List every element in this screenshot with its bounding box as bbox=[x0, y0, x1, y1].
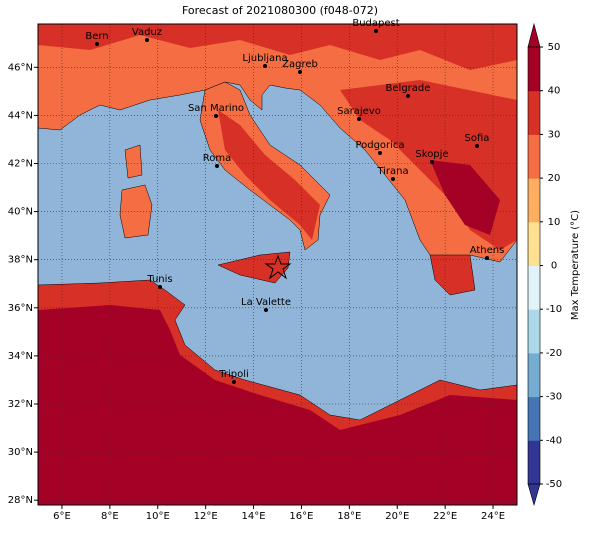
peloponnese bbox=[429, 254, 476, 296]
colorbar: -50 -40 -30 -20 -10 0 10 20 30 40 50 bbox=[527, 22, 562, 507]
x-tick-label: 18°E bbox=[337, 511, 361, 522]
colorbar-tick-label: 20 bbox=[548, 173, 561, 184]
colorbar-tick-label: 0 bbox=[551, 261, 557, 272]
city-label: Zagreb bbox=[282, 59, 318, 70]
x-tick-label: 14°E bbox=[242, 511, 266, 522]
city-dot bbox=[406, 94, 410, 98]
colorbar-extend-top bbox=[527, 22, 541, 48]
city-dot bbox=[374, 29, 378, 33]
city-label: Sarajevo bbox=[337, 106, 381, 117]
city-dot bbox=[298, 70, 302, 74]
y-tick-label: 38°N bbox=[8, 255, 33, 266]
y-tick-label: 44°N bbox=[8, 110, 33, 121]
colorbar-tick-label: 30 bbox=[548, 129, 561, 140]
y-tick-label: 46°N bbox=[8, 62, 33, 73]
colorbar-band bbox=[528, 309, 540, 354]
city-dot bbox=[95, 42, 99, 46]
x-tick-label: 12°E bbox=[194, 511, 218, 522]
city-label: Tripoli bbox=[218, 369, 249, 380]
x-tick-label: 20°E bbox=[385, 511, 409, 522]
y-tick-label: 40°N bbox=[8, 207, 33, 218]
city-label: Podgorica bbox=[355, 140, 404, 151]
y-tick-label: 34°N bbox=[8, 351, 33, 362]
city-dot bbox=[475, 144, 479, 148]
city-label: Tirana bbox=[376, 166, 408, 177]
y-tick-label: 30°N bbox=[8, 447, 33, 458]
title: Forecast of 2021080300 (f048-072) bbox=[182, 4, 378, 17]
colorbar-tick-label: -30 bbox=[546, 392, 562, 403]
city-label: Belgrade bbox=[386, 83, 431, 94]
colorbar-band bbox=[528, 47, 540, 92]
colorbar-tick-label: 50 bbox=[548, 42, 561, 53]
city-dot bbox=[430, 160, 434, 164]
city-dot bbox=[232, 380, 236, 384]
y-tick-label: 36°N bbox=[8, 303, 33, 314]
x-tick-label: 16°E bbox=[289, 511, 313, 522]
city-dot bbox=[378, 151, 382, 155]
warm-zone bbox=[218, 110, 320, 240]
colorbar-band bbox=[528, 352, 540, 398]
sardinia bbox=[119, 184, 153, 239]
city-dot bbox=[263, 64, 267, 68]
colorbar-band bbox=[528, 134, 540, 179]
marker-star bbox=[264, 254, 292, 280]
colorbar-extend-bottom bbox=[527, 483, 541, 507]
city-dot bbox=[357, 117, 361, 121]
colorbar-tick-label: 40 bbox=[548, 86, 561, 97]
colorbar-band bbox=[528, 265, 540, 310]
x-tick-label: 10°E bbox=[146, 511, 170, 522]
city-dot bbox=[485, 256, 489, 260]
grid: 6°E 8°E 10°E 12°E 14°E 16°E 18°E 20°E 22°E 24°E 28… bbox=[8, 24, 517, 522]
y-tick-label: 42°N bbox=[8, 158, 33, 169]
city-label: Vaduz bbox=[132, 27, 162, 38]
colorbar-tick-label: -50 bbox=[546, 479, 562, 490]
city-label: San Marino bbox=[188, 103, 244, 114]
city-label: Roma bbox=[203, 153, 232, 164]
city-label: Skopje bbox=[415, 149, 448, 160]
colorbar-tick-label: 10 bbox=[548, 217, 561, 228]
city-dot bbox=[391, 177, 395, 181]
city-dot bbox=[264, 308, 268, 312]
city-label: Sofia bbox=[465, 133, 490, 144]
colorbar-band bbox=[528, 396, 540, 441]
colorbar-tick-label: -40 bbox=[546, 435, 562, 446]
colorbar-tick-label: -10 bbox=[546, 304, 562, 315]
city-label: Tunis bbox=[146, 274, 172, 285]
city-label: La Valette bbox=[241, 297, 291, 308]
hot-zone bbox=[430, 160, 500, 235]
x-tick-label: 8°E bbox=[101, 511, 119, 522]
x-tick-label: 24°E bbox=[481, 511, 505, 522]
colorbar-band bbox=[528, 90, 540, 135]
warm-zone bbox=[38, 24, 517, 70]
y-tick-label: 28°N bbox=[8, 495, 33, 506]
y-tick-label: 32°N bbox=[8, 399, 33, 410]
x-tick-label: 22°E bbox=[433, 511, 457, 522]
corsica bbox=[124, 144, 143, 179]
x-tick-label: 6°E bbox=[53, 511, 71, 522]
city-dot bbox=[214, 114, 218, 118]
colorbar-band bbox=[528, 440, 540, 485]
city-dot bbox=[215, 164, 219, 168]
colorbar-label: Max Temperature (°C) bbox=[570, 210, 581, 320]
city-dot bbox=[158, 285, 162, 289]
city-dot bbox=[145, 38, 149, 42]
city-label: Athens bbox=[470, 245, 505, 256]
map-frame bbox=[37, 23, 518, 506]
city-label: Bern bbox=[85, 31, 108, 42]
colorbar-band bbox=[528, 221, 540, 266]
city-label: Ljubljana bbox=[242, 53, 287, 64]
colorbar-tick-label: -20 bbox=[546, 348, 562, 359]
colorbar-band bbox=[528, 178, 540, 223]
